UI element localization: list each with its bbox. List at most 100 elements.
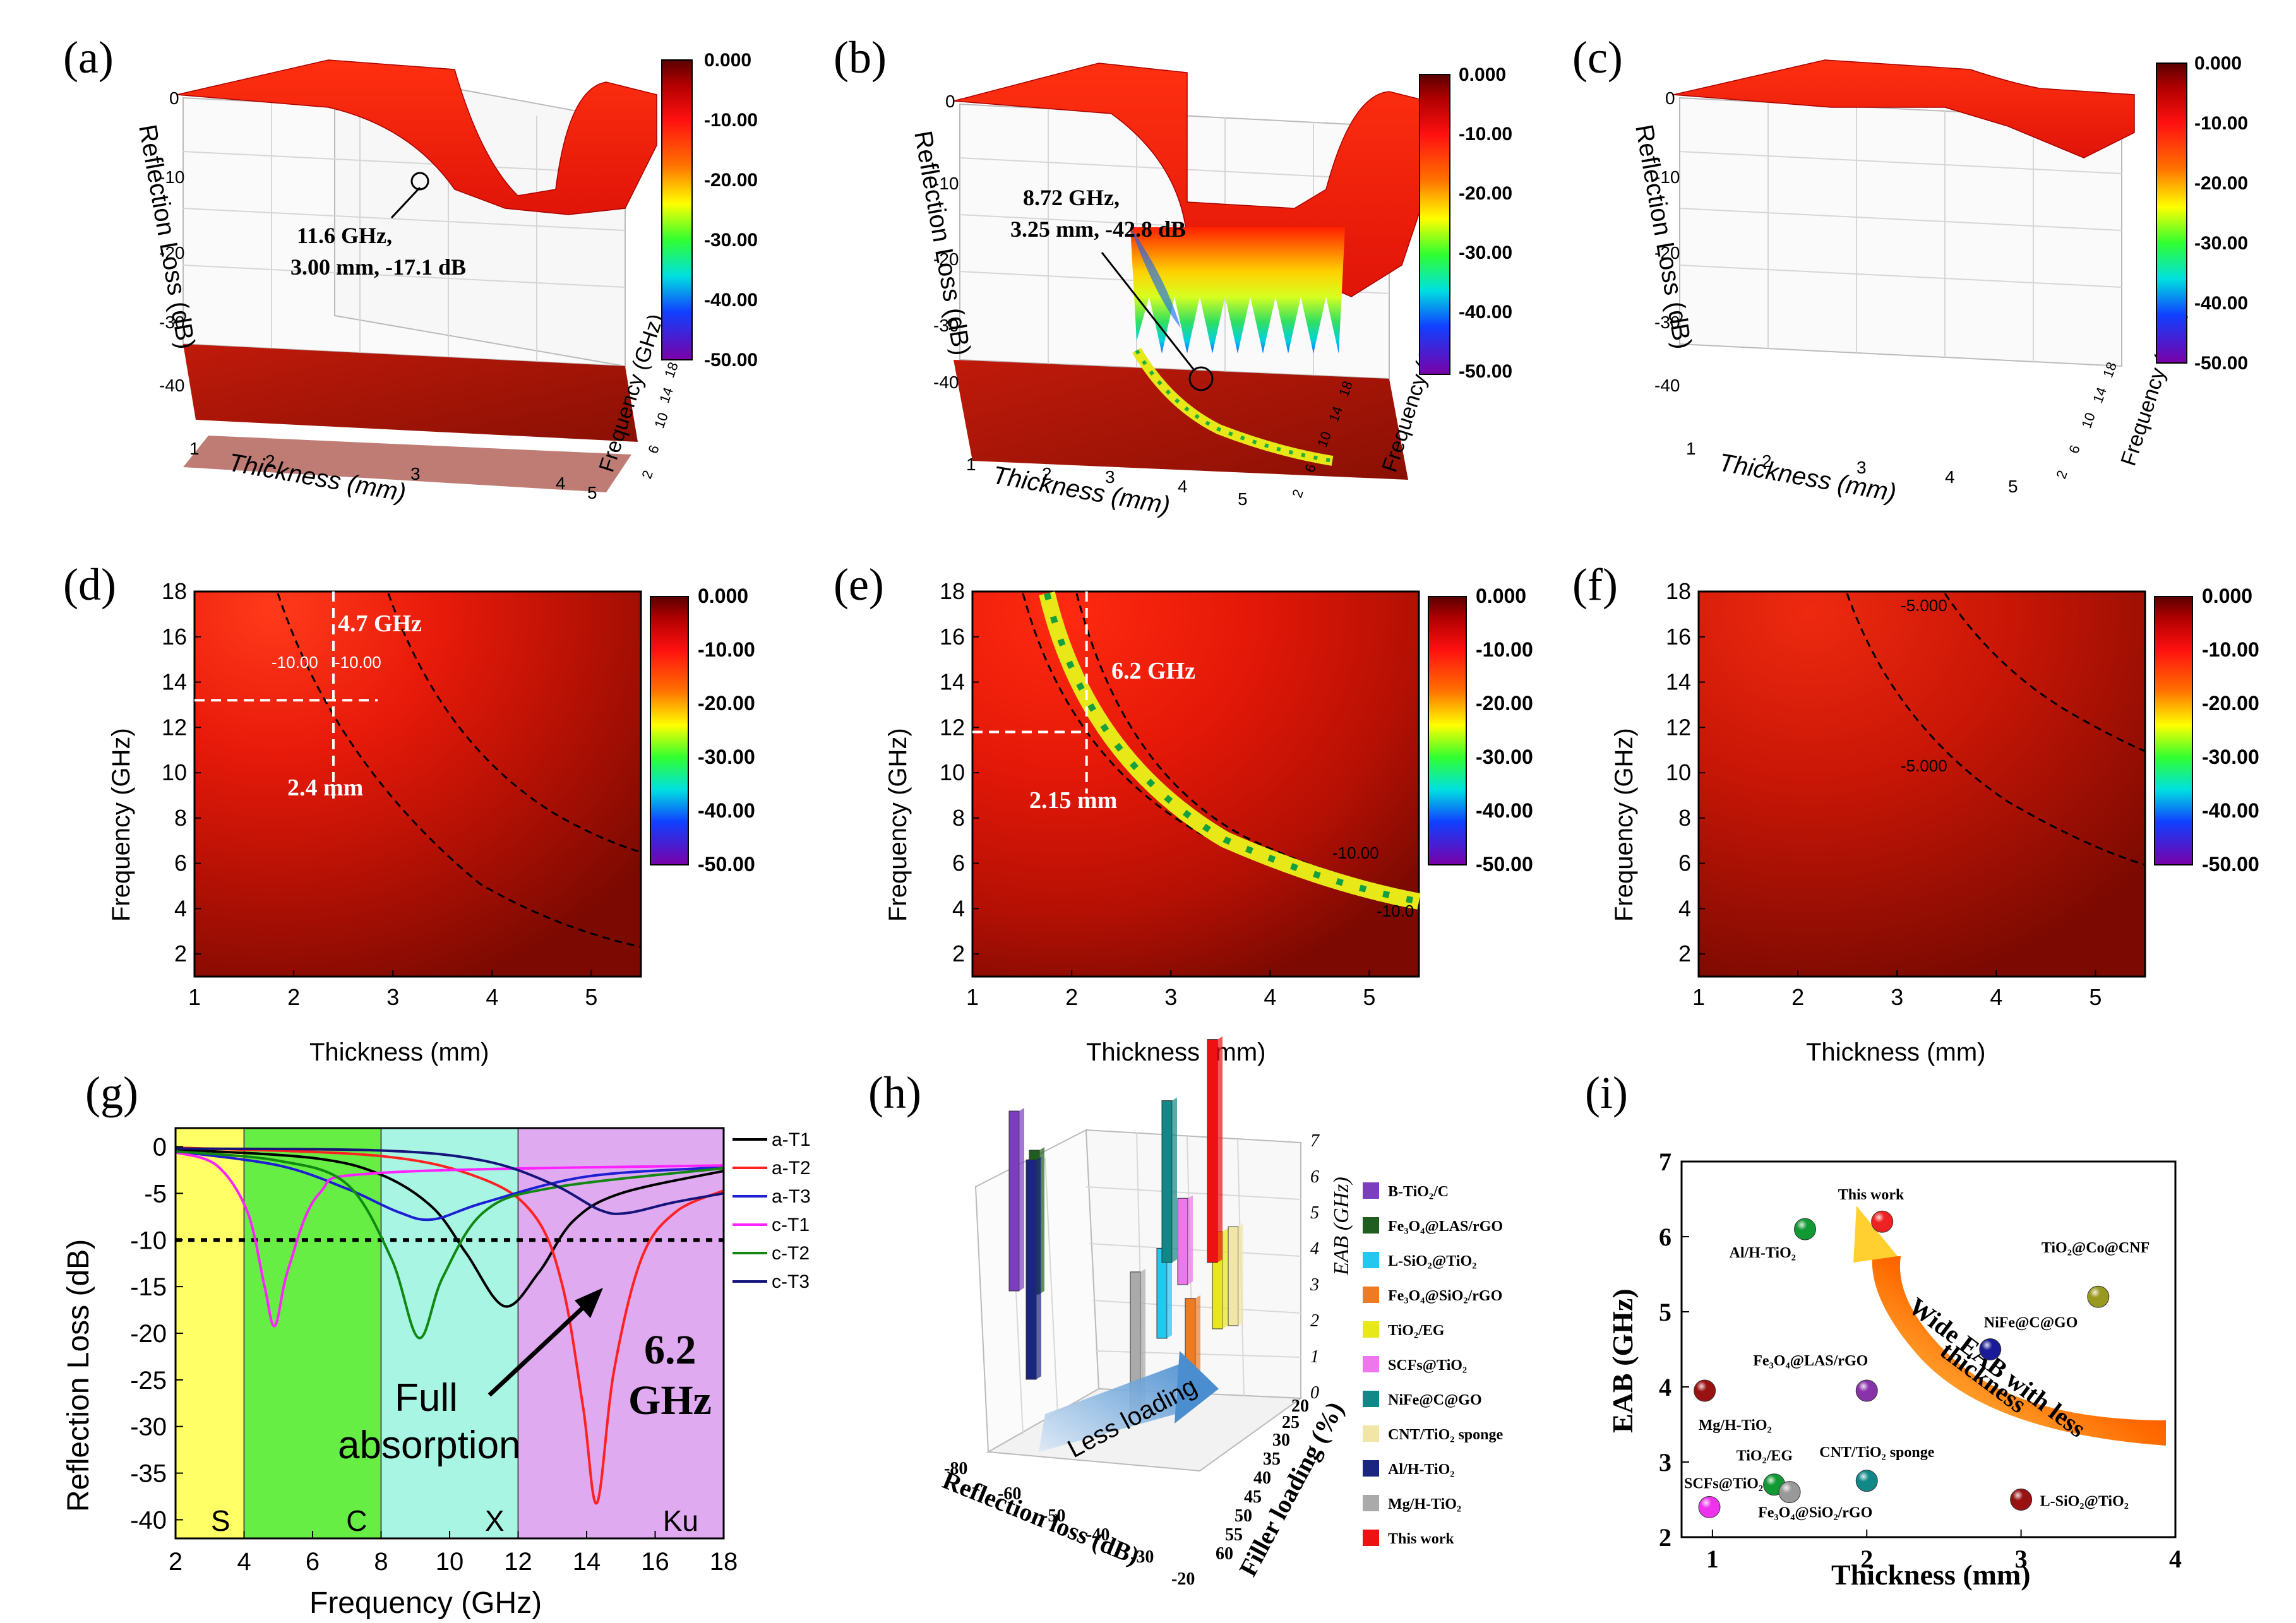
- colorbar-label: -10.00: [698, 638, 755, 661]
- x-tick-label: 3: [2015, 1545, 2028, 1573]
- x-tick-label: 6: [306, 1548, 320, 1576]
- x-tick-label: 14: [573, 1548, 601, 1576]
- annotation-arrow: [487, 1302, 589, 1397]
- legend-label: NiFe@C@GO: [1388, 1392, 1482, 1408]
- colorbar-labels: 0.000 -10.00 -20.00 -30.00 -40.00 -50.00: [1476, 585, 1533, 876]
- x-tick: -40: [1086, 1525, 1109, 1545]
- annotation-line1: 8.72 GHz,: [1023, 185, 1120, 210]
- colorbar-labels: 0.000 -10.00 -20.00 -30.00 -40.00 -50.00: [704, 50, 758, 371]
- colorbar-label: -30.00: [2202, 746, 2259, 768]
- panel-label: (a): [63, 32, 114, 83]
- y-tick: 14: [656, 385, 676, 405]
- annotation-value: 6.2: [644, 1327, 697, 1373]
- z-tick: -20: [159, 243, 184, 263]
- x-tick: -60: [998, 1484, 1021, 1504]
- colorbar-label: -10.00: [1476, 638, 1533, 661]
- point-label: TiO₂@Co@CNF: [2042, 1240, 2150, 1256]
- colorbar-label: -50.00: [2194, 353, 2248, 374]
- y-tick: 6: [645, 443, 662, 456]
- colorbar-label: -30.00: [1476, 746, 1533, 768]
- annotation-value: GHz: [628, 1377, 712, 1424]
- y-tick: 2: [1289, 487, 1306, 500]
- x-tick-label: 1: [1706, 1545, 1719, 1573]
- z-tick: 5: [1310, 1203, 1319, 1223]
- legend-swatch: [1363, 1425, 1379, 1442]
- y-tick-label: 8: [174, 805, 187, 831]
- x-tick: 3: [1857, 458, 1867, 477]
- colorbar-label: -40.00: [698, 799, 755, 822]
- y-tick-label: 2: [174, 941, 187, 966]
- panel-label: (h): [868, 1067, 921, 1118]
- annotation-text: absorption: [338, 1424, 521, 1467]
- x-tick-label: 8: [374, 1548, 388, 1576]
- y-tick-label: -5: [144, 1180, 167, 1208]
- y-tick-label: 2: [1678, 941, 1691, 966]
- colorbar-label: -40.00: [2202, 799, 2259, 822]
- bar: [1008, 1110, 1020, 1292]
- contour-label: -10.00: [272, 653, 318, 672]
- legend-swatch: [1363, 1252, 1379, 1268]
- y-tick-label: -20: [130, 1320, 167, 1348]
- less-loading-arrow: [1039, 1364, 1181, 1452]
- colorbar-label: 0.000: [704, 50, 751, 71]
- curve-a-T3: [175, 1150, 724, 1222]
- y-tick-label: 7: [1659, 1148, 1671, 1176]
- legend-label: Mg/H-TiO₂: [1388, 1496, 1461, 1513]
- x-tick: 4: [1178, 477, 1188, 496]
- plot-frame: [971, 590, 1420, 978]
- x-ticks: 1 2 3 4 5: [966, 455, 1248, 509]
- legend-swatch: [1363, 1530, 1379, 1546]
- x-tick-label: 1: [1692, 984, 1705, 1010]
- x-tick-label: 2: [1791, 984, 1804, 1010]
- plot-area: [1699, 592, 2145, 977]
- colorbar-label: 0.000: [1459, 64, 1506, 85]
- annotation-line2: 3.00 mm, -17.1 dB: [290, 254, 466, 280]
- x-tick-label: 4: [237, 1548, 251, 1576]
- z-tick: 7: [1310, 1131, 1320, 1151]
- y-tick-label: 6: [174, 850, 187, 876]
- x-axis-label: Reflection loss (dB): [939, 1466, 1144, 1571]
- point-gloss: [1779, 1481, 1801, 1503]
- bandwidth-label: 4.7 GHz: [338, 610, 422, 637]
- curve-c-T1: [175, 1151, 724, 1328]
- y-tick-label: -15: [130, 1273, 167, 1301]
- point-gloss: [1698, 1496, 1720, 1518]
- x-axis-label: Thickness (mm): [1831, 1559, 2031, 1591]
- legend-label: c-T3: [772, 1271, 810, 1292]
- colorbar-label: 0.000: [698, 585, 748, 607]
- y-tick-label: 18: [940, 578, 965, 604]
- y-ticks: 2 4 6 8 10 12 14 16 18: [162, 578, 201, 966]
- y-tick-label: 6: [1678, 850, 1691, 876]
- y-tick-label: 4: [1678, 895, 1691, 921]
- y-tick-label: -40: [130, 1506, 167, 1534]
- x-tick-label: 2: [287, 984, 300, 1010]
- y-tick-label: -35: [130, 1460, 167, 1488]
- colorbar-label: -20.00: [2202, 692, 2259, 715]
- colorbar-label: -50.00: [704, 350, 758, 371]
- colorbar-labels: 0.000 -10.00 -20.00 -30.00 -40.00 -50.00: [698, 585, 755, 876]
- y-tick: 55: [1225, 1525, 1243, 1545]
- point-gloss: [1871, 1211, 1893, 1233]
- z-tick: -40: [933, 372, 959, 392]
- colorbar-label: -50.00: [1459, 361, 1512, 382]
- annotation-leader: [1101, 252, 1195, 370]
- z-tick: -20: [933, 249, 959, 269]
- legend-label: This work: [1388, 1531, 1454, 1547]
- colorbar-label: -40.00: [2194, 293, 2248, 314]
- z-ticks: 0 -10 -20 -30 -40: [933, 92, 959, 392]
- x-tick-label: 12: [504, 1548, 532, 1576]
- plot-frame: [1680, 1160, 2177, 1538]
- colorbar-label: -10.00: [1459, 124, 1512, 145]
- contour-label: -5.000: [1901, 756, 1947, 775]
- legend-swatch: [1363, 1356, 1379, 1372]
- y-tick-label: 12: [162, 714, 187, 740]
- colorbar: [650, 596, 689, 865]
- plot-frame: [1697, 590, 2146, 978]
- legend-label: L-SiO₂@TiO₂: [1388, 1253, 1476, 1269]
- x-tick-label: 3: [386, 984, 399, 1010]
- colorbar-label: -20.00: [2194, 173, 2248, 194]
- z-tick: 3: [1310, 1275, 1319, 1295]
- legend-swatch: [1363, 1391, 1379, 1407]
- wall-grid: [1679, 102, 2122, 362]
